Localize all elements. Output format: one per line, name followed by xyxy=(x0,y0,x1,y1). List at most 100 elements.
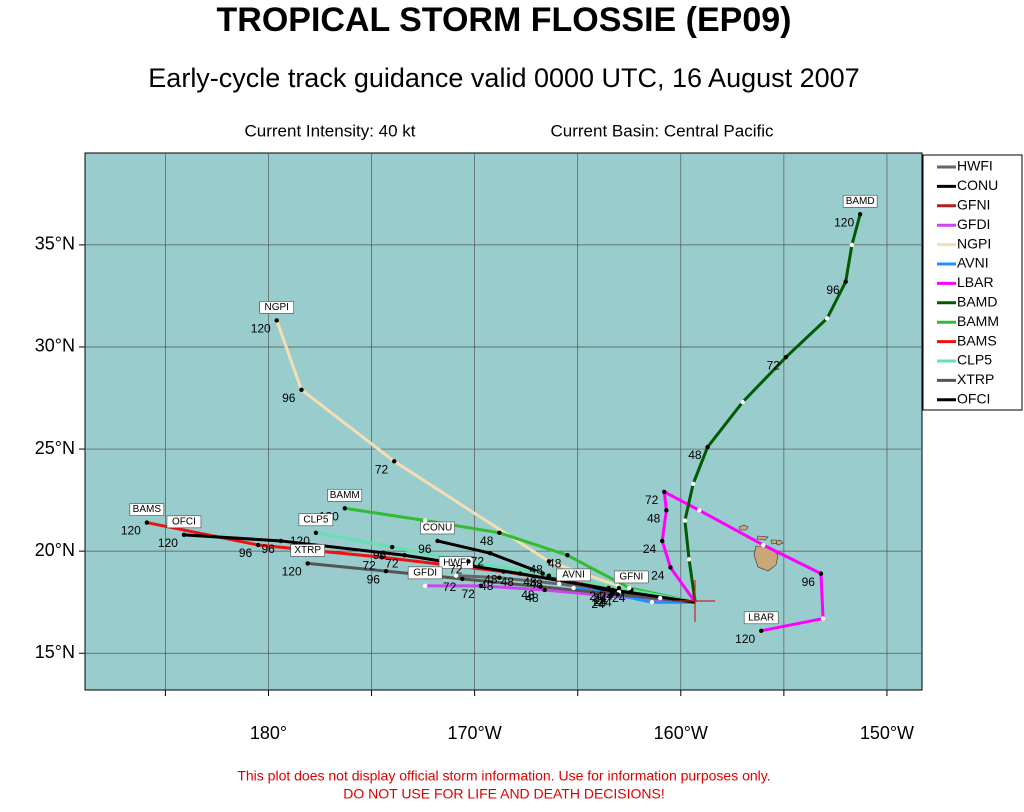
track-point xyxy=(649,600,655,605)
hour-label: 24 xyxy=(600,589,614,603)
track-point xyxy=(501,569,506,574)
hour-label: 96 xyxy=(418,542,432,556)
track-point xyxy=(697,508,702,513)
disclaimer: This plot does not display official stor… xyxy=(237,768,770,784)
model-tag-box xyxy=(438,556,474,569)
model-tag-box xyxy=(614,570,649,584)
track-point xyxy=(546,573,552,578)
chart-title: TROPICAL STORM FLOSSIE (EP09) xyxy=(217,1,792,39)
intensity-note: Current Intensity: 40 kt xyxy=(244,121,415,140)
legend-label: BAMM xyxy=(957,313,999,329)
hour-label: 48 xyxy=(529,563,543,577)
legend-label: BAMD xyxy=(957,294,997,310)
track-point xyxy=(610,591,615,597)
track-point xyxy=(497,575,502,580)
y-tick-label: 20°N xyxy=(35,540,75,560)
model-tag: HWFI xyxy=(443,557,469,568)
track-point xyxy=(758,628,764,633)
model-tag-box xyxy=(327,488,363,502)
hour-label: 72 xyxy=(449,563,463,577)
hour-label: 48 xyxy=(521,588,535,602)
track-point xyxy=(546,559,552,564)
hour-label: 96 xyxy=(373,548,387,562)
basin-note: Current Basin: Central Pacific xyxy=(551,121,774,140)
model-tag-box xyxy=(556,568,591,582)
track-point xyxy=(466,559,471,564)
hour-label: 120 xyxy=(282,565,302,579)
y-tick-label: 25°N xyxy=(35,438,75,458)
hour-label: 24 xyxy=(643,542,657,556)
hour-label: 48 xyxy=(484,573,498,587)
track-point xyxy=(668,565,673,570)
hour-label: 24 xyxy=(591,597,605,611)
legend-label: AVNI xyxy=(957,255,989,271)
hour-label: 24 xyxy=(593,591,607,605)
legend-label: GFNI xyxy=(957,197,990,213)
legend-label: CONU xyxy=(957,177,998,193)
model-tag: BAMS xyxy=(133,504,162,515)
track-point xyxy=(843,279,848,284)
model-tag: GFDI xyxy=(413,568,437,579)
hour-label: 96 xyxy=(282,391,296,405)
hour-label: 48 xyxy=(525,591,539,605)
model-tag-box xyxy=(166,515,202,529)
legend-label: BAMS xyxy=(957,332,997,348)
track-point xyxy=(615,592,620,597)
track-point xyxy=(342,506,347,511)
track-point xyxy=(478,583,484,589)
track-point xyxy=(299,387,304,393)
hour-label: 24 xyxy=(589,589,603,603)
hour-label: 120 xyxy=(251,322,271,336)
hour-label: 96 xyxy=(826,283,840,297)
track-point xyxy=(389,544,395,550)
hour-label: 72 xyxy=(645,493,659,507)
model-tag: GFNI xyxy=(619,572,643,583)
track-point xyxy=(422,583,428,589)
track-point xyxy=(255,542,261,548)
track-point xyxy=(278,538,284,544)
hour-label: 48 xyxy=(480,579,494,593)
track-point xyxy=(657,595,663,601)
hour-label: 48 xyxy=(688,448,702,462)
plot-area xyxy=(84,152,923,691)
track-line xyxy=(307,561,696,604)
x-tick-label: 180° xyxy=(250,723,287,743)
track-point xyxy=(761,542,766,548)
x-tick-label: 150°W xyxy=(860,723,914,743)
hour-label: 120 xyxy=(121,524,141,538)
track-point xyxy=(616,585,622,591)
hour-label: 72 xyxy=(385,556,399,570)
model-tag: AVNI xyxy=(562,570,585,581)
y-tick-label: 15°N xyxy=(35,642,75,662)
model-tag: BAMM xyxy=(330,490,360,501)
track-point xyxy=(818,571,824,576)
track-point xyxy=(538,584,543,589)
hour-label: 120 xyxy=(735,632,755,646)
track-point xyxy=(606,585,611,591)
y-tick-label: 30°N xyxy=(35,336,75,356)
track-point xyxy=(660,538,665,544)
track-line xyxy=(344,506,696,604)
model-tag: LBAR xyxy=(748,612,774,623)
x-tick-label: 170°W xyxy=(448,723,502,743)
hour-label: 48 xyxy=(548,556,562,570)
track-point xyxy=(571,585,576,591)
hour-label: 48 xyxy=(480,534,494,548)
hour-label: 72 xyxy=(363,558,377,572)
hour-label: 48 xyxy=(647,511,661,525)
track-point xyxy=(682,518,688,523)
legend xyxy=(922,154,1023,411)
hour-label: 72 xyxy=(471,554,485,568)
track-point xyxy=(556,581,562,587)
track-point xyxy=(497,530,502,535)
track-point xyxy=(705,444,710,450)
hour-label: 72 xyxy=(375,462,389,476)
hour-label: 24 xyxy=(651,569,665,583)
track-point xyxy=(305,561,310,566)
chart-subtitle: Early-cycle track guidance valid 0000 UT… xyxy=(148,63,859,93)
hour-label: 96 xyxy=(261,542,275,556)
track-point xyxy=(422,518,428,523)
track-point xyxy=(824,316,830,321)
